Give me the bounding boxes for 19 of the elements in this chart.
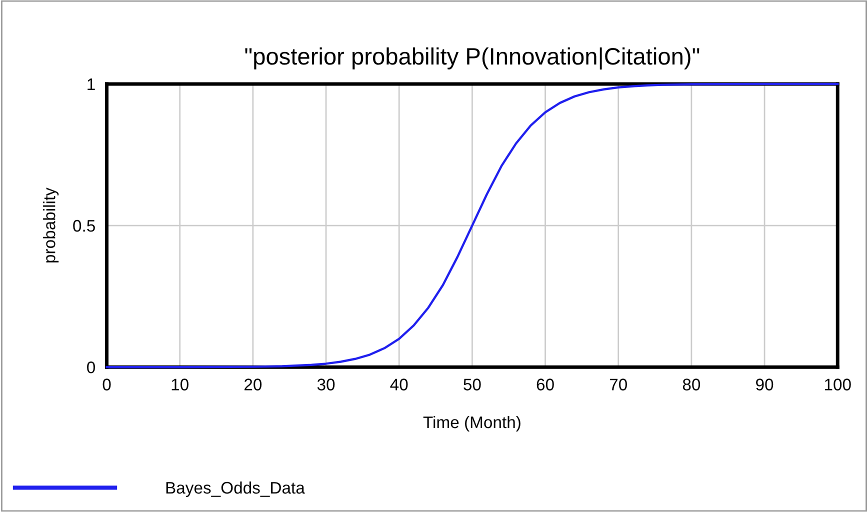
x-tick-label: 80 — [682, 378, 700, 390]
x-tick-label: 0 — [102, 378, 111, 390]
y-tick-label: 0 — [87, 362, 95, 374]
x-tick-label: 10 — [172, 378, 188, 390]
x-tick-label: 30 — [317, 378, 335, 390]
line-series — [106, 82, 839, 368]
text: Bayes_Odds_Data — [166, 481, 305, 497]
y-tick-label: 1 — [88, 78, 95, 90]
x-tick-label: 60 — [536, 378, 554, 390]
x-axis-title: Time (Month) — [423, 416, 520, 432]
x-tick-label: 40 — [390, 378, 408, 390]
x-tick-label: 50 — [464, 378, 481, 390]
y-axis-title: probability — [43, 188, 59, 262]
x-tick-label: 20 — [244, 378, 262, 390]
x-tick-label: 90 — [756, 378, 774, 390]
chart-title: "posterior probability P(Innovation|Citation)" — [245, 47, 700, 70]
x-tick-label: 100 — [824, 378, 851, 390]
y-tick-label: 0.5 — [73, 220, 95, 232]
x-tick-label: 70 — [610, 378, 627, 390]
